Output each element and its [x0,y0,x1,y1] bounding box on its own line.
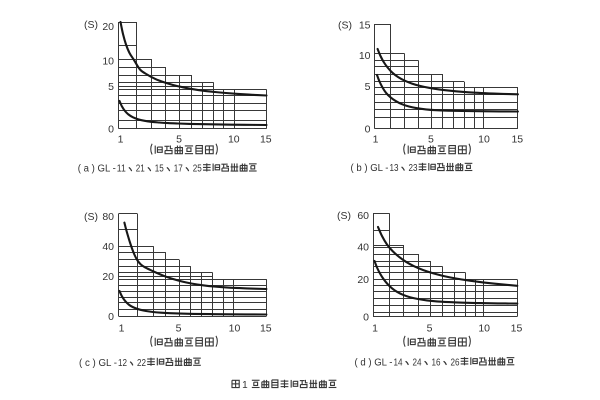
svg-text:( c ) GL -: ( c ) GL - [79,358,117,369]
svg-text:1: 1 [118,134,124,146]
svg-text:80: 80 [102,211,114,223]
svg-text:40: 40 [357,242,369,254]
svg-text:15: 15 [260,323,272,335]
svg-text:15: 15 [511,134,523,146]
svg-text:15: 15 [155,164,164,175]
svg-text:14: 14 [394,357,403,368]
svg-text:5: 5 [176,134,182,146]
svg-text:0: 0 [108,311,114,323]
svg-text:20: 20 [102,21,114,33]
svg-text:22: 22 [137,358,146,369]
svg-text:20: 20 [357,274,369,286]
svg-text:5: 5 [427,323,433,335]
svg-text:21: 21 [136,164,145,175]
svg-text:5: 5 [108,81,114,93]
svg-text:11: 11 [117,164,126,175]
svg-text:0: 0 [365,123,371,135]
svg-text:1: 1 [373,134,379,146]
svg-text:( b ) GL -: ( b ) GL - [351,163,389,174]
svg-text:23: 23 [409,163,418,174]
svg-text:10: 10 [359,50,371,62]
svg-text:10: 10 [478,134,490,146]
svg-text:24: 24 [413,357,422,368]
svg-text:(S): (S) [338,19,352,31]
svg-text:( a ) GL -: ( a ) GL - [78,164,116,175]
svg-text:15: 15 [511,323,523,335]
svg-text:12: 12 [118,358,127,369]
svg-text:17: 17 [174,164,183,175]
svg-text:60: 60 [357,210,369,222]
svg-text:10: 10 [229,323,241,335]
svg-text:( d ) GL -: ( d ) GL - [355,357,393,368]
svg-text:5: 5 [365,81,371,93]
svg-text:16: 16 [432,357,441,368]
svg-text:10: 10 [102,55,114,67]
svg-text:5: 5 [428,134,434,146]
svg-text:10: 10 [228,134,240,146]
svg-text:(S): (S) [337,210,351,222]
svg-text:26: 26 [451,357,460,368]
svg-text:13: 13 [390,163,399,174]
svg-text:1: 1 [372,323,378,335]
svg-text:10: 10 [478,323,490,335]
svg-text:1: 1 [242,380,248,391]
svg-text:1: 1 [119,323,125,335]
svg-text:0: 0 [363,311,369,323]
svg-text:(S): (S) [84,19,98,31]
svg-text:5: 5 [176,323,182,335]
svg-text:25: 25 [193,164,202,175]
svg-text:20: 20 [102,271,114,283]
svg-text:40: 40 [102,241,114,253]
svg-text:15: 15 [260,134,272,146]
svg-text:0: 0 [108,123,114,135]
svg-text:(S): (S) [84,211,98,223]
svg-text:15: 15 [359,20,371,32]
